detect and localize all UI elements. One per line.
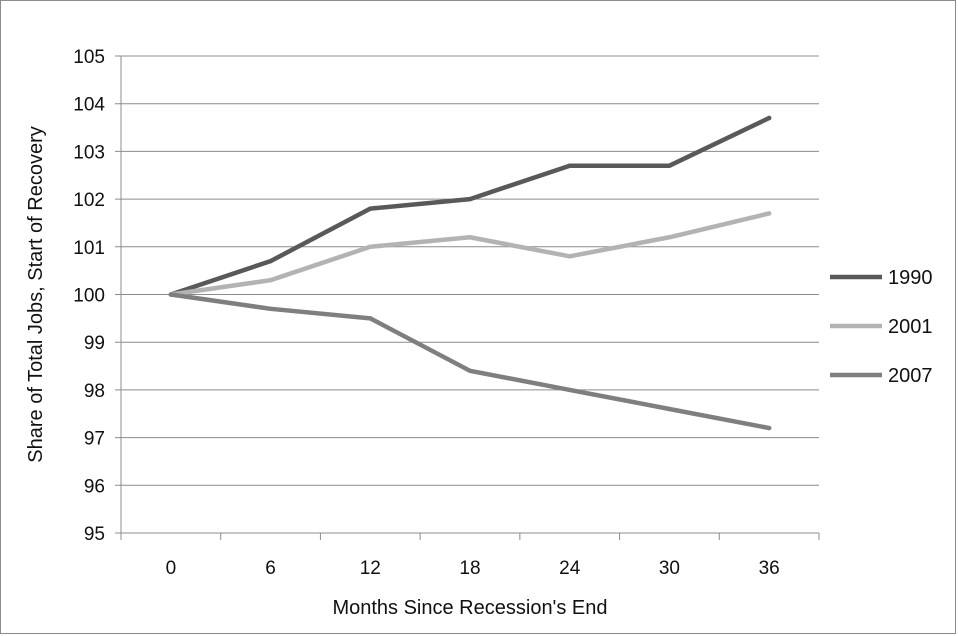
legend-label: 1990 bbox=[888, 267, 933, 289]
data-point-2007 bbox=[467, 368, 473, 374]
data-point-1990 bbox=[368, 206, 373, 211]
gridlines bbox=[115, 55, 819, 534]
y-tick-label: 95 bbox=[84, 524, 105, 545]
data-point-1990 bbox=[268, 258, 273, 264]
data-point-1990 bbox=[766, 115, 772, 121]
y-tick-labels: 95 96 97 98 99 100 101 102 103 104 105 bbox=[73, 47, 105, 545]
data-point-2007 bbox=[268, 306, 273, 312]
data-point-2001 bbox=[766, 211, 772, 216]
data-point-2007 bbox=[766, 425, 772, 431]
data-point-2001 bbox=[268, 277, 273, 283]
x-tick-label: 0 bbox=[166, 558, 177, 579]
legend: 1990 2001 2007 bbox=[830, 267, 933, 387]
data-point-1990 bbox=[667, 163, 672, 168]
legend-label: 2007 bbox=[888, 365, 933, 387]
series-lines bbox=[168, 115, 772, 431]
data-point-2001 bbox=[567, 254, 572, 259]
data-point-2001 bbox=[467, 235, 473, 240]
axes bbox=[120, 56, 820, 540]
y-axis-title: Share of Total Jobs, Start of Recovery bbox=[25, 126, 47, 462]
series-line-2007 bbox=[168, 292, 772, 431]
y-tick-label: 105 bbox=[73, 47, 105, 68]
data-point-2007 bbox=[368, 316, 373, 321]
x-tick-label: 12 bbox=[360, 558, 381, 579]
data-point-2001 bbox=[368, 244, 373, 249]
x-tick-labels: 0 6 12 18 24 30 36 bbox=[166, 558, 780, 579]
x-tick-label: 18 bbox=[459, 558, 480, 579]
y-tick-label: 103 bbox=[73, 142, 105, 163]
x-tick-label: 36 bbox=[759, 558, 780, 579]
x-tick-label: 6 bbox=[265, 558, 276, 579]
series-line-2001 bbox=[168, 211, 772, 297]
data-point-2007 bbox=[667, 406, 672, 412]
y-tick-label: 104 bbox=[73, 95, 105, 116]
y-tick-label: 100 bbox=[73, 286, 105, 307]
y-tick-label: 96 bbox=[84, 476, 105, 497]
y-tick-label: 98 bbox=[84, 381, 105, 402]
legend-label: 2001 bbox=[888, 316, 933, 338]
y-tick-label: 99 bbox=[84, 333, 105, 354]
data-point-2001 bbox=[667, 235, 672, 240]
y-tick-label: 97 bbox=[84, 429, 105, 450]
x-tick-label: 30 bbox=[659, 558, 680, 579]
data-point-1990 bbox=[467, 196, 473, 202]
x-axis-title: Months Since Recession's End bbox=[332, 597, 607, 619]
x-tick-label: 24 bbox=[559, 558, 581, 579]
series-line-1990 bbox=[168, 115, 772, 297]
data-point-1990 bbox=[567, 163, 572, 168]
y-tick-label: 101 bbox=[73, 238, 105, 259]
data-point-2007 bbox=[567, 387, 572, 393]
data-point-2007 bbox=[168, 292, 174, 297]
y-tick-label: 102 bbox=[73, 190, 105, 211]
